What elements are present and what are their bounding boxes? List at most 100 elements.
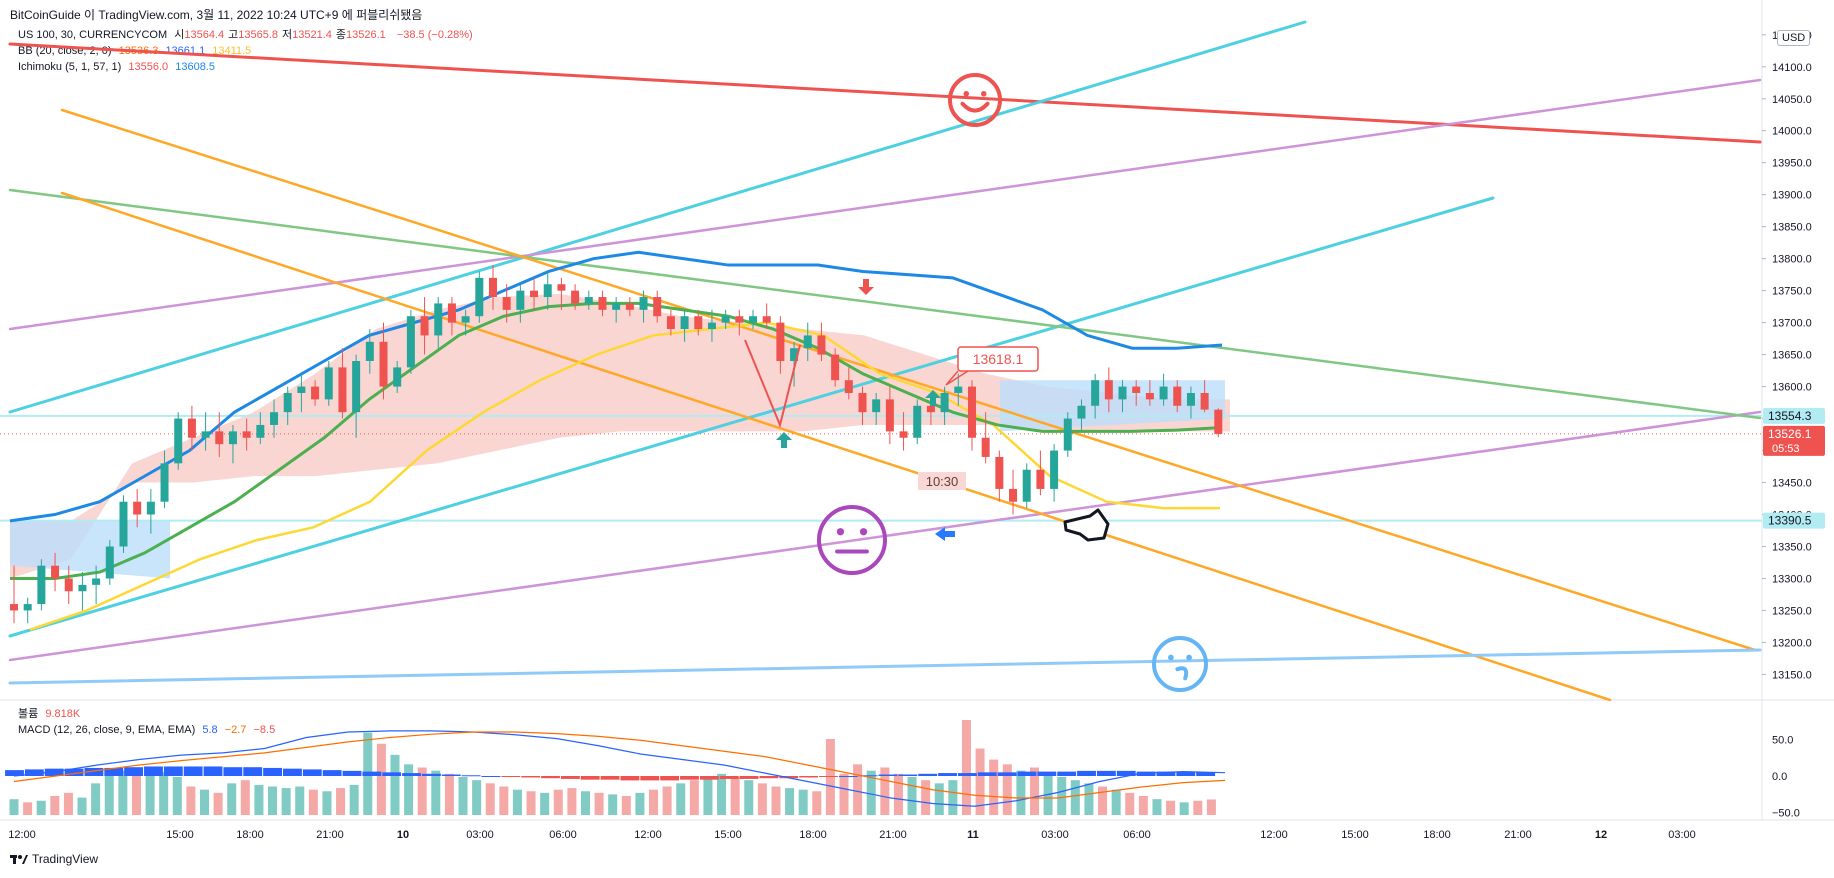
candle-body — [78, 584, 87, 592]
x-tick-label-18: 12 — [1595, 829, 1607, 841]
volume-bar — [281, 788, 291, 815]
ichimoku-label: Ichimoku (5, 1, 57, 1) — [18, 61, 122, 73]
price-tag-label-1: 13526.1 — [1768, 427, 1812, 441]
macd-hist-bar — [997, 772, 1017, 776]
volume-legend[interactable]: 볼륨 9.818K — [18, 707, 84, 721]
macd-legend[interactable]: MACD (12, 26, close, 9, EMA, EMA) 5.8 −2… — [18, 723, 279, 737]
candle-body — [365, 341, 374, 361]
macd-hist-bar — [302, 769, 322, 776]
time-label-box — [918, 472, 966, 490]
volume-bar — [431, 770, 441, 815]
trendline-blue-bottom[interactable] — [8, 648, 1762, 685]
macd-hist-bar — [918, 773, 938, 776]
candle-body — [215, 431, 224, 445]
trendline-orange-upper[interactable] — [60, 108, 1757, 652]
macd-line — [13, 730, 1226, 807]
trendline-red[interactable] — [8, 42, 1762, 144]
volume-bar — [376, 743, 386, 815]
candle-body — [530, 290, 539, 298]
y-tick-label-14: 13450.0 — [1772, 478, 1812, 490]
v-pattern-line[interactable] — [744, 339, 801, 429]
candle-body — [324, 367, 333, 400]
neutral-face-icon-outline[interactable] — [817, 505, 887, 575]
sad-face-icon-eye-right — [1186, 654, 1192, 661]
ohlc-value-2: 13521.4 — [292, 29, 332, 41]
macd-hist-bar — [1196, 772, 1216, 776]
volume-bar — [227, 783, 237, 815]
volume-bar — [676, 783, 686, 815]
ohlc-key-1: 고 — [228, 29, 239, 41]
macd-hist-bar — [580, 776, 600, 780]
macd-hist-bar — [1077, 770, 1096, 776]
ichimoku-legend[interactable]: Ichimoku (5, 1, 57, 1) 13556.0 13608.5 — [18, 60, 219, 74]
smile-face-icon-outline[interactable] — [948, 73, 1002, 127]
candle-body — [1063, 418, 1072, 451]
candle-body — [872, 399, 881, 413]
candle-body — [543, 284, 552, 298]
volume-bar — [975, 748, 985, 815]
candle-body — [899, 431, 908, 438]
macd-hist-bar — [600, 776, 620, 780]
arrow-left-marker[interactable] — [935, 527, 955, 541]
candle-body — [379, 341, 388, 387]
candle-body — [1145, 392, 1154, 400]
volume-bar — [1070, 780, 1080, 815]
candle-body — [967, 386, 976, 438]
ichimoku-cloud-right — [1000, 380, 1225, 432]
volume-bar — [580, 791, 590, 815]
volume-bar — [907, 777, 917, 815]
macd-hist-bar — [481, 776, 501, 777]
trendline-purple-upper[interactable] — [8, 78, 1762, 331]
x-tick-label-17: 21:00 — [1504, 829, 1532, 841]
volume-bar — [104, 773, 114, 815]
pointing-hand-icon[interactable] — [1063, 508, 1110, 542]
trendline-green[interactable] — [8, 188, 1762, 420]
macd-hist-bar — [719, 776, 739, 779]
volume-bar — [730, 777, 740, 815]
volume-bar — [540, 792, 550, 815]
macd-hist-bar — [878, 774, 898, 776]
macd-hist-bar — [243, 767, 263, 776]
tradingview-footer[interactable]: TradingView — [10, 852, 98, 866]
candle-body — [1009, 488, 1018, 502]
arrow-up-marker-2[interactable] — [925, 390, 941, 406]
neutral-face-icon-eye-left — [836, 528, 845, 536]
volume-bar — [649, 789, 659, 815]
volume-bar — [771, 786, 781, 815]
volume-bar — [404, 764, 414, 815]
currency-button[interactable]: USD — [1777, 30, 1811, 46]
macd-hist-bar — [858, 775, 878, 777]
macd-hist-bar — [283, 768, 302, 776]
y-tick-label-3: 14000.0 — [1772, 126, 1812, 138]
macd-hist-bar — [322, 770, 342, 776]
volume-bar — [91, 783, 101, 815]
price-callout-box[interactable] — [957, 346, 1039, 372]
trendline-orange-lower[interactable] — [60, 191, 1612, 702]
trendline-cyan-lower[interactable] — [8, 196, 1495, 638]
macd-hist-bar — [441, 774, 461, 776]
arrow-up-marker-1[interactable] — [776, 432, 792, 448]
sad-face-icon-outline[interactable] — [1152, 636, 1208, 692]
candle-body — [625, 303, 634, 310]
trendline-cyan-upper[interactable] — [8, 20, 1307, 414]
candle-body — [666, 316, 675, 330]
macd-hist-bar — [739, 776, 759, 779]
volume-bar — [349, 784, 359, 815]
candle-body — [146, 501, 155, 515]
volume-bar — [1138, 796, 1148, 815]
price-tag-0 — [1763, 407, 1825, 424]
volume-bar — [526, 791, 536, 815]
candle-body — [393, 367, 402, 387]
macd-hist-bar — [838, 776, 858, 777]
candle-body — [1118, 386, 1127, 400]
macd-hist-bar — [163, 766, 183, 776]
macd-hist-bar — [1057, 771, 1077, 776]
volume-bar — [1002, 764, 1012, 815]
volume-bar — [1098, 786, 1108, 815]
macd-hist-bar — [382, 772, 402, 776]
macd-hist-bar — [1096, 770, 1116, 776]
candle-body — [707, 322, 716, 330]
arrow-down-marker[interactable] — [858, 279, 874, 295]
candle-body — [64, 578, 73, 592]
